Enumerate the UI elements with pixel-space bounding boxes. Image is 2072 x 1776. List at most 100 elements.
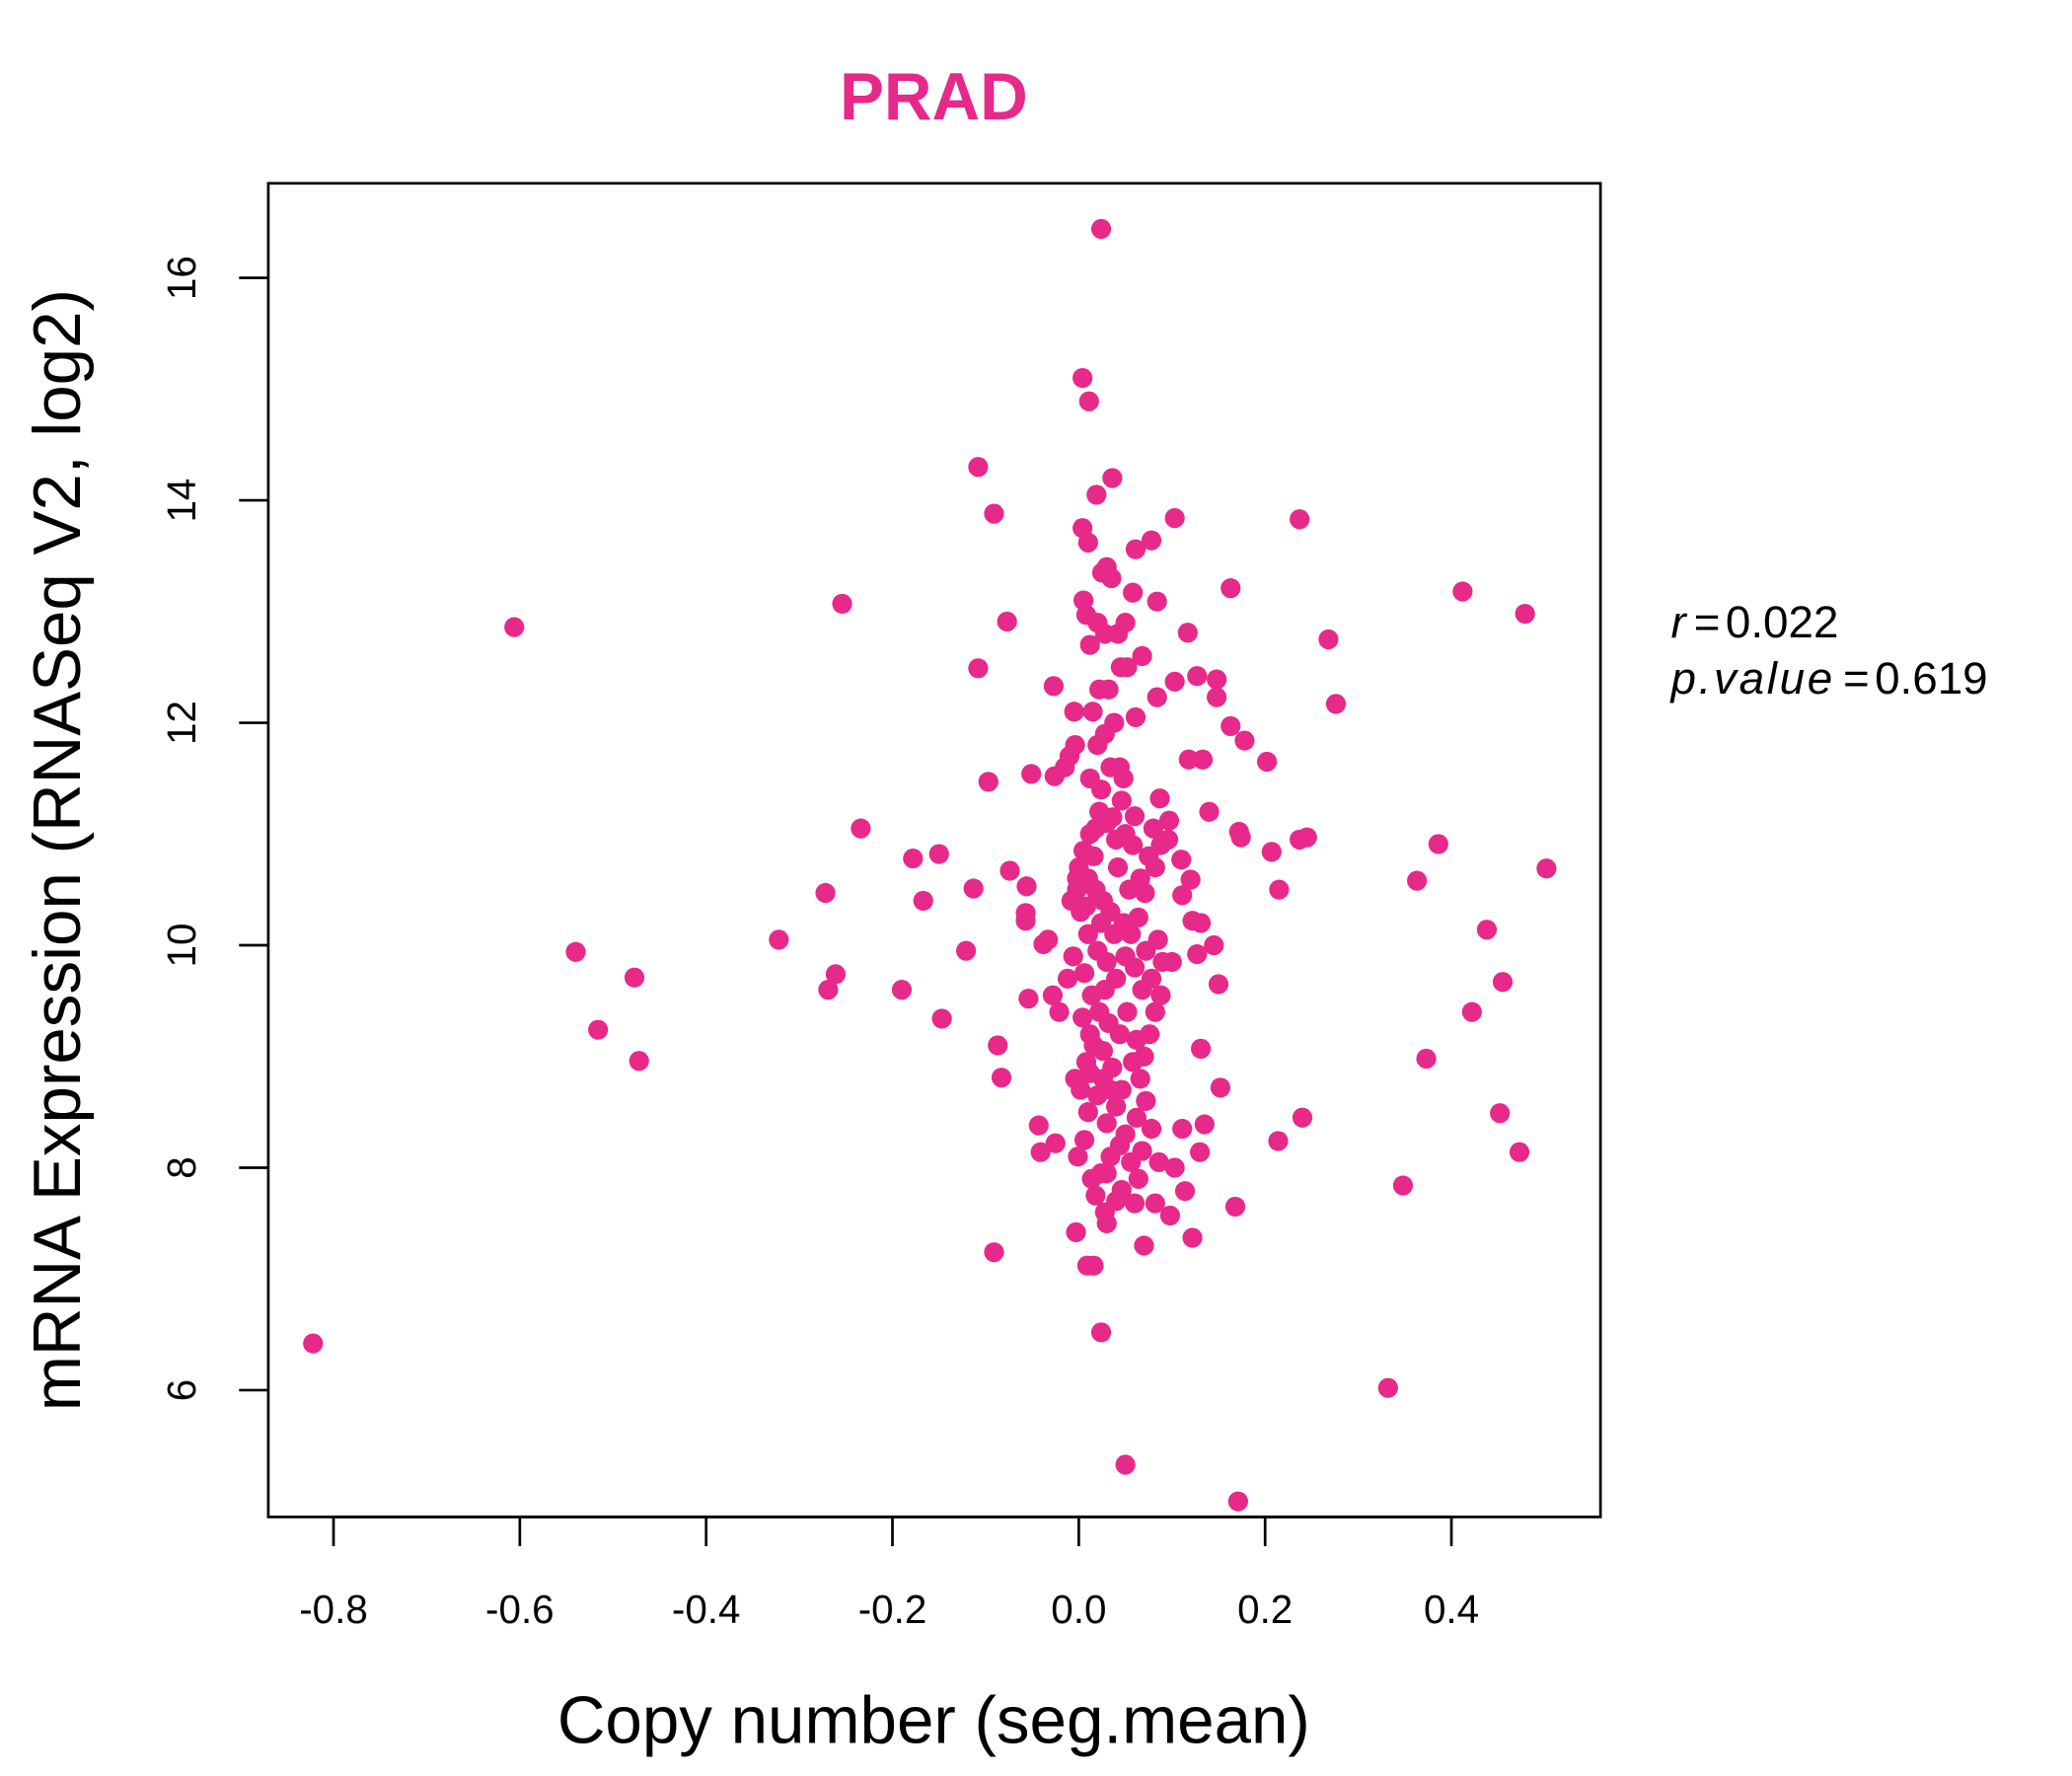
data-point — [1490, 1103, 1511, 1124]
data-point — [1107, 857, 1129, 878]
data-point — [1234, 730, 1255, 751]
data-point — [1132, 980, 1152, 1000]
data-point — [1159, 1205, 1180, 1226]
data-point — [1063, 946, 1083, 967]
data-point — [1073, 367, 1093, 389]
data-point — [1269, 879, 1290, 900]
x-tick-label: -0.8 — [299, 1587, 368, 1632]
data-point — [988, 1035, 1008, 1056]
data-point — [588, 1019, 609, 1040]
data-point — [1057, 968, 1078, 989]
chart-title: PRAD — [840, 60, 1028, 134]
data-point — [1073, 963, 1095, 984]
data-point — [963, 878, 984, 899]
y-axis: 6 8 10 12 14 16 — [159, 256, 268, 1401]
data-point — [1078, 391, 1099, 411]
data-point — [1290, 509, 1310, 530]
data-point — [1030, 1142, 1051, 1162]
data-point — [1102, 807, 1123, 828]
data-point — [1325, 694, 1347, 714]
data-point — [1115, 612, 1136, 633]
data-point — [1164, 508, 1185, 529]
data-point — [1180, 869, 1201, 890]
data-point — [1178, 749, 1199, 770]
data-point — [1094, 1202, 1115, 1222]
data-point — [1028, 1115, 1049, 1136]
data-point — [1140, 1024, 1160, 1045]
data-point — [1207, 687, 1227, 707]
data-point — [1083, 846, 1104, 866]
data-point — [1187, 943, 1208, 965]
data-point — [1111, 1179, 1132, 1201]
data-point — [1452, 581, 1473, 602]
data-point — [913, 890, 933, 912]
data-point — [1089, 679, 1110, 700]
data-point — [1117, 1001, 1138, 1022]
data-point — [1115, 1454, 1136, 1475]
data-point — [1071, 1079, 1091, 1100]
data-point — [1164, 1157, 1185, 1178]
data-point — [1090, 218, 1112, 240]
data-point — [1075, 896, 1097, 917]
data-point — [1077, 924, 1098, 944]
data-point — [1407, 870, 1428, 891]
data-point — [1081, 1168, 1102, 1189]
data-point — [1100, 1079, 1121, 1100]
data-point — [1090, 913, 1112, 933]
data-point — [1210, 1077, 1230, 1098]
data-point — [1125, 706, 1147, 728]
data-point — [1208, 974, 1229, 995]
data-point — [825, 964, 847, 985]
x-tick-label: -0.2 — [858, 1587, 927, 1632]
data-point — [1064, 702, 1084, 722]
data-point — [1377, 1377, 1398, 1398]
x-tick-label: 0.2 — [1237, 1587, 1293, 1632]
data-point — [1192, 749, 1214, 770]
data-point — [1190, 1038, 1212, 1059]
data-point — [1164, 671, 1185, 692]
data-point — [1018, 989, 1039, 1009]
data-point — [1145, 1001, 1165, 1022]
data-point — [997, 611, 1017, 632]
data-point — [1141, 1118, 1162, 1140]
data-point — [1126, 1107, 1147, 1128]
data-point — [1134, 1235, 1154, 1256]
data-point — [1121, 924, 1142, 944]
data-point — [1182, 1227, 1203, 1248]
data-point — [1079, 634, 1100, 655]
data-point — [1227, 1491, 1248, 1512]
x-axis-label: Copy number (seg.mean) — [557, 1683, 1310, 1757]
data-point — [1461, 1001, 1482, 1022]
data-point — [832, 593, 852, 615]
p-value-stat: p.value = 0.619 — [1668, 653, 1987, 703]
data-point — [1106, 829, 1127, 851]
data-point — [991, 1068, 1012, 1088]
data-point — [1016, 876, 1037, 897]
data-point — [1123, 582, 1144, 603]
data-point — [1172, 1118, 1193, 1140]
data-point — [1082, 702, 1103, 722]
data-point — [1128, 907, 1148, 927]
data-point — [1079, 1063, 1100, 1083]
data-point — [1090, 1322, 1112, 1343]
data-point — [1065, 734, 1085, 756]
data-point — [1066, 1221, 1086, 1242]
x-tick-label: -0.4 — [672, 1587, 741, 1632]
data-point — [1147, 929, 1168, 950]
data-point — [956, 940, 977, 961]
data-point — [624, 967, 645, 988]
data-point — [1045, 1133, 1066, 1153]
data-point — [1124, 1193, 1146, 1214]
data-point — [984, 503, 1004, 524]
data-point — [1194, 1114, 1215, 1135]
data-point — [984, 1242, 1004, 1263]
data-point — [303, 1333, 324, 1354]
data-point — [815, 882, 836, 904]
data-point — [1515, 603, 1535, 625]
data-point — [1149, 788, 1170, 809]
data-point — [1492, 972, 1514, 993]
data-point — [1015, 911, 1036, 931]
data-point — [1130, 1069, 1150, 1089]
data-point — [1104, 924, 1125, 944]
